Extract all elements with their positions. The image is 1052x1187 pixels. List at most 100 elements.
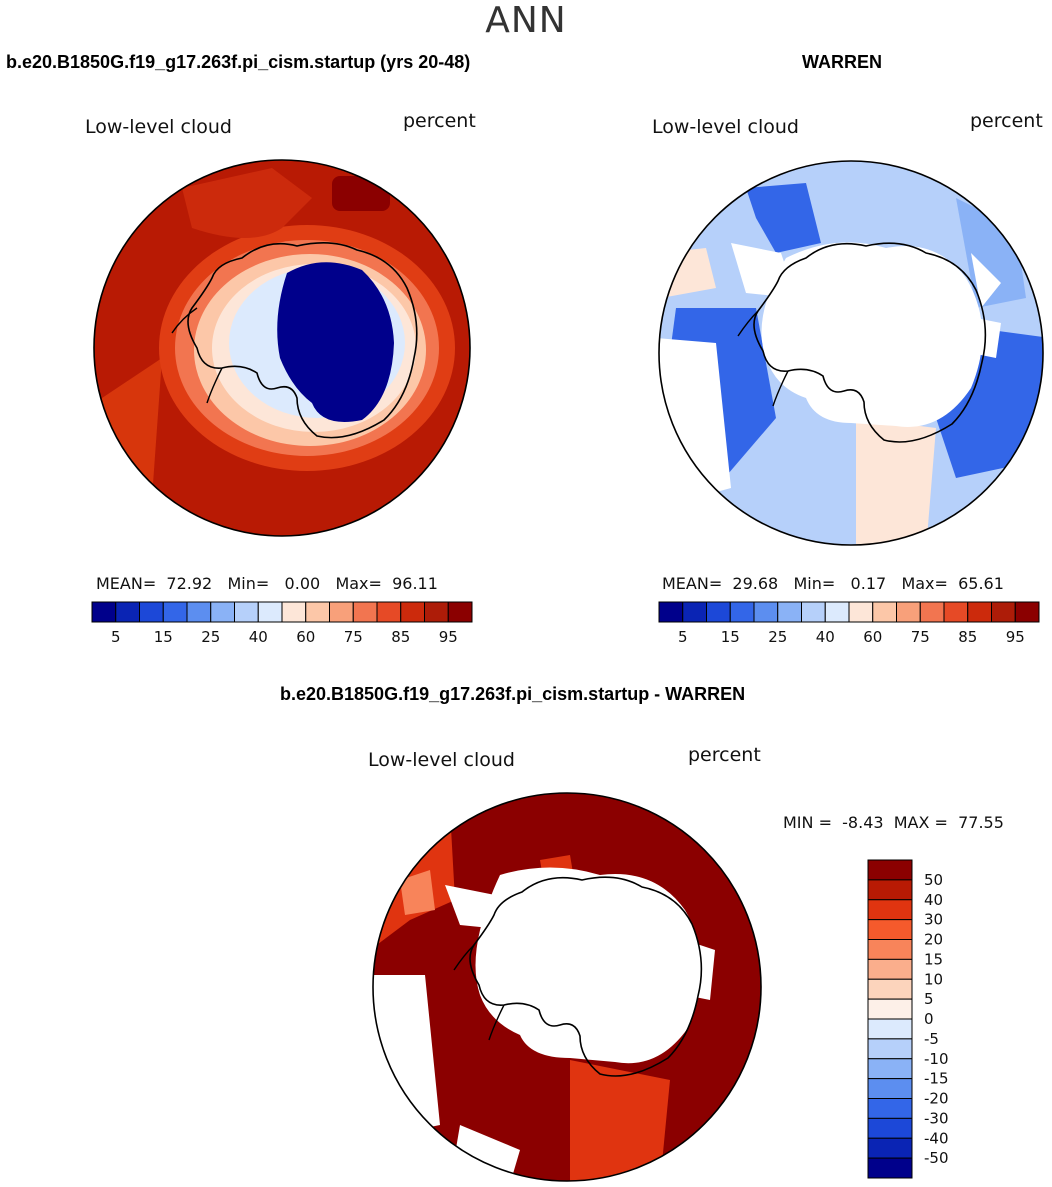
colorbar-swatch: [824, 601, 850, 623]
diff-map-border: [372, 792, 762, 1182]
obs-missing-sector-b: [731, 243, 796, 298]
colorbar-tick-label: 50: [924, 871, 943, 889]
colorbar-swatch: [424, 601, 449, 623]
colorbar-swatch: [867, 879, 913, 901]
obs-case-title: WARREN: [802, 52, 882, 72]
model-peninsula-coastline: [171, 307, 223, 404]
colorbar-swatch: [305, 601, 330, 623]
colorbar-tick-label: -40: [924, 1129, 949, 1147]
model-polar-map: [93, 159, 471, 537]
obs-field-patch-d: [856, 418, 936, 545]
colorbar-tick-label: 60: [863, 628, 882, 646]
colorbar-swatch: [400, 601, 425, 623]
diff-antarctica-coastline: [469, 876, 703, 1077]
colorbar-swatch: [706, 601, 731, 623]
colorbar-swatch: [162, 601, 188, 623]
colorbar-tick-label: 30: [924, 911, 943, 929]
model-mean-value: 72.92: [166, 574, 213, 593]
colorbar-swatch: [867, 1117, 913, 1139]
colorbar-swatch: [777, 601, 802, 623]
colorbar-swatch: [867, 1098, 913, 1119]
colorbar-tick-label: -15: [924, 1070, 949, 1088]
obs-variable-label: Low-level cloud: [652, 116, 799, 138]
colorbar-swatch: [991, 601, 1016, 623]
colorbar-tick-label: 5: [111, 628, 121, 646]
colorbar-swatch: [848, 601, 874, 623]
colorbar-swatch: [867, 919, 913, 940]
obs-polar-map: [658, 160, 1044, 546]
model-units-label: percent: [403, 110, 476, 132]
colorbar-tick-label: 0: [924, 1010, 934, 1028]
colorbar-swatch: [1014, 601, 1040, 623]
obs-mean-value: 29.68: [732, 574, 779, 593]
model-min-value: 0.00: [284, 574, 321, 593]
model-variable-label: Low-level cloud: [85, 116, 232, 138]
colorbar-tick-label: 75: [911, 628, 930, 646]
colorbar-swatch: [867, 998, 913, 1020]
colorbar-swatch: [729, 601, 755, 623]
diff-peninsula-coastline: [453, 944, 505, 1041]
colorbar-tick-label: 20: [924, 931, 943, 949]
model-case-title: b.e20.B1850G.f19_g17.263f.pi_cism.startu…: [6, 52, 471, 72]
model-max-label: Max=: [335, 574, 382, 593]
colorbar-swatch: [186, 601, 212, 623]
colorbar-swatch: [753, 601, 779, 623]
colorbar-swatch: [447, 601, 473, 623]
diff-max-value: 77.55: [958, 813, 1004, 832]
obs-missing-center: [761, 242, 983, 427]
colorbar-tick-label: 95: [1006, 628, 1025, 646]
model-max-value: 96.11: [392, 574, 438, 593]
obs-peninsula-coastline: [737, 310, 789, 407]
colorbar-swatch: [872, 601, 897, 623]
colorbar-swatch: [682, 601, 707, 623]
colorbar-tick-label: 85: [958, 628, 977, 646]
colorbar-tick-label: 5: [924, 990, 934, 1008]
colorbar-swatch: [210, 601, 235, 623]
colorbar-swatch: [896, 601, 921, 623]
colorbar-swatch: [867, 1058, 913, 1080]
diff-field-patch-b: [400, 870, 435, 915]
colorbar-swatch: [867, 1038, 913, 1060]
colorbar-tick-label: 95: [439, 628, 458, 646]
colorbar-swatch: [658, 601, 684, 623]
colorbar-tick-label: 40: [816, 628, 835, 646]
obs-antarctica-coastline: [753, 242, 987, 443]
diff-polar-map: [372, 792, 762, 1182]
diff-missing-sector-b: [445, 885, 510, 930]
colorbar-tick-label: 75: [344, 628, 363, 646]
colorbar-tick-label: 15: [154, 628, 173, 646]
model-field-patch-north: [182, 168, 312, 238]
colorbar-swatch: [943, 601, 969, 623]
colorbar-tick-label: 25: [768, 628, 787, 646]
colorbar-tick-label: 40: [924, 891, 943, 909]
model-mean-label: MEAN=: [96, 574, 157, 593]
model-stats: MEAN= 72.92 Min= 0.00 Max= 96.11: [96, 574, 438, 593]
colorbar-tick-label: -5: [924, 1030, 939, 1048]
colorbar-tick-label: 85: [391, 628, 410, 646]
colorbar-tick-label: 25: [201, 628, 220, 646]
colorbar-tick-label: 10: [924, 970, 943, 988]
obs-stats: MEAN= 29.68 Min= 0.17 Max= 65.61: [662, 574, 1004, 593]
obs-map-border: [658, 160, 1044, 546]
obs-min-label: Min=: [793, 574, 836, 593]
colorbar-swatch: [867, 1078, 913, 1099]
diff-missing-center: [475, 867, 702, 1064]
model-map-border: [93, 159, 471, 537]
season-title: ANN: [485, 0, 567, 41]
obs-max-label: Max=: [901, 574, 948, 593]
diff-max-label: MAX =: [893, 813, 948, 832]
colorbar-swatch: [257, 601, 283, 623]
diff-stats: MIN = -8.43 MAX = 77.55: [783, 813, 1004, 832]
obs-field-patch-a: [746, 183, 821, 253]
colorbar-swatch: [91, 601, 117, 623]
colorbar-swatch: [376, 601, 402, 623]
colorbar-swatch: [867, 1137, 913, 1159]
colorbar-swatch: [867, 1018, 913, 1040]
colorbar-swatch: [867, 978, 913, 1000]
colorbar-swatch: [867, 859, 913, 881]
diff-field-patch-c: [570, 1060, 670, 1181]
colorbar-tick-label: 15: [924, 950, 943, 968]
obs-max-value: 65.61: [958, 574, 1004, 593]
colorbar-swatch: [352, 601, 378, 623]
